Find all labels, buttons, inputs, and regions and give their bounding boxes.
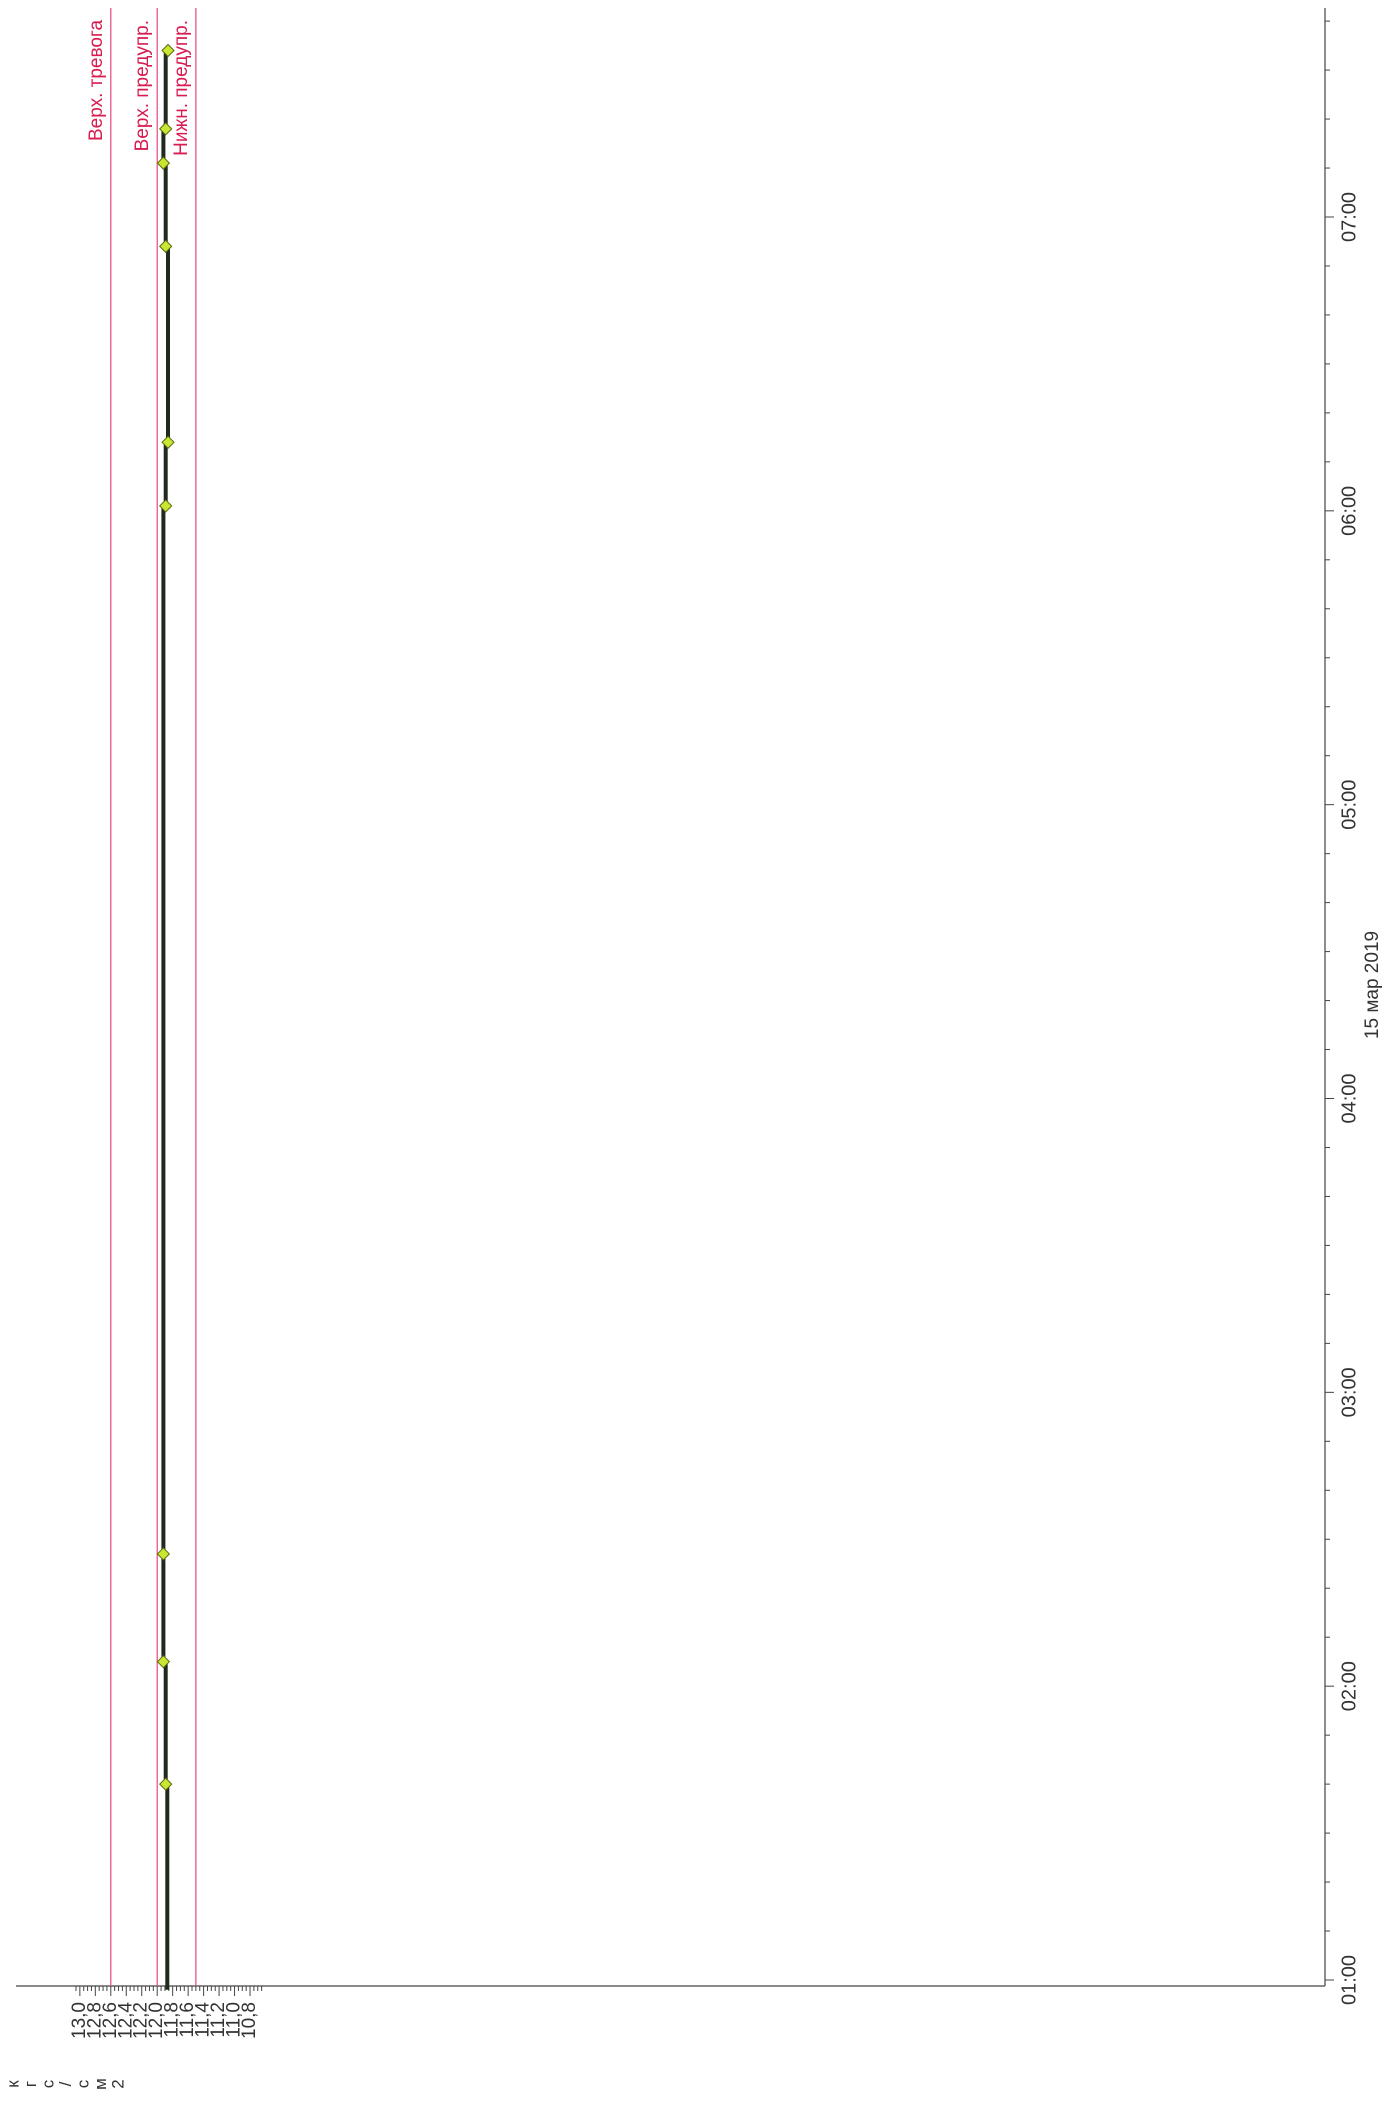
value-tick-label: 12,2 <box>131 2002 152 2039</box>
threshold-lines: Верх. тревога Верх. предупр. Нижн. предупр… <box>86 8 197 1986</box>
value-tick-label: 12,0 <box>146 2002 167 2039</box>
value-tick-label: 11,2 <box>208 2002 229 2038</box>
time-tick-label: 07:00 <box>1338 192 1360 242</box>
value-tick-label: 11,0 <box>224 2002 245 2038</box>
time-tick-label: 06:00 <box>1338 486 1360 536</box>
marker-layer <box>156 43 175 1791</box>
time-tick-label: 02:00 <box>1338 1661 1360 1711</box>
data-point-marker <box>156 156 171 170</box>
data-point-marker <box>159 239 173 254</box>
value-tick-label: 12,4 <box>115 2002 136 2039</box>
data-point-marker <box>161 435 175 449</box>
data-point-marker <box>159 1777 173 1791</box>
value-axis-unit-letter: к <box>3 2080 22 2088</box>
value-tick-label: 11,4 <box>193 2002 214 2038</box>
value-axis-unit-letter: 2 <box>108 2079 127 2088</box>
data-point-marker <box>156 1547 171 1561</box>
threshold-label: Нижн. предупр. <box>171 20 192 156</box>
value-tick-label: 11,8 <box>162 2002 183 2038</box>
date-label: 15 мар 2019 <box>1362 931 1383 1039</box>
axes: 13,012,812,612,412,212,011,811,611,411,2… <box>3 8 1383 2090</box>
value-axis-unit-letter: м <box>91 2078 110 2090</box>
value-tick-label: 11,6 <box>177 2002 198 2038</box>
value-tick-label: 12,6 <box>100 2002 121 2039</box>
value-axis-unit-letter: с <box>73 2079 92 2088</box>
value-axis-unit-letter: г <box>21 2081 40 2087</box>
data-point-marker <box>159 122 173 136</box>
data-point-marker <box>159 499 173 513</box>
threshold-label: Верх. предупр. <box>132 20 153 151</box>
time-tick-label: 05:00 <box>1338 780 1360 830</box>
value-axis-unit-letter: с <box>38 2079 57 2088</box>
time-tick-label: 03:00 <box>1338 1367 1360 1417</box>
time-tick-label: 04:00 <box>1338 1073 1360 1123</box>
value-tick-label: 12,8 <box>84 2002 105 2039</box>
value-axis-unit-letter: / <box>56 2081 75 2086</box>
time-tick-label: 01:00 <box>1338 1955 1360 2005</box>
value-tick-label: 10,8 <box>239 2002 260 2039</box>
threshold-label: Верх. тревога <box>86 20 107 141</box>
data-point-marker <box>156 1654 171 1669</box>
data-point-marker <box>161 43 175 58</box>
value-tick-label: 13,0 <box>69 2002 90 2039</box>
